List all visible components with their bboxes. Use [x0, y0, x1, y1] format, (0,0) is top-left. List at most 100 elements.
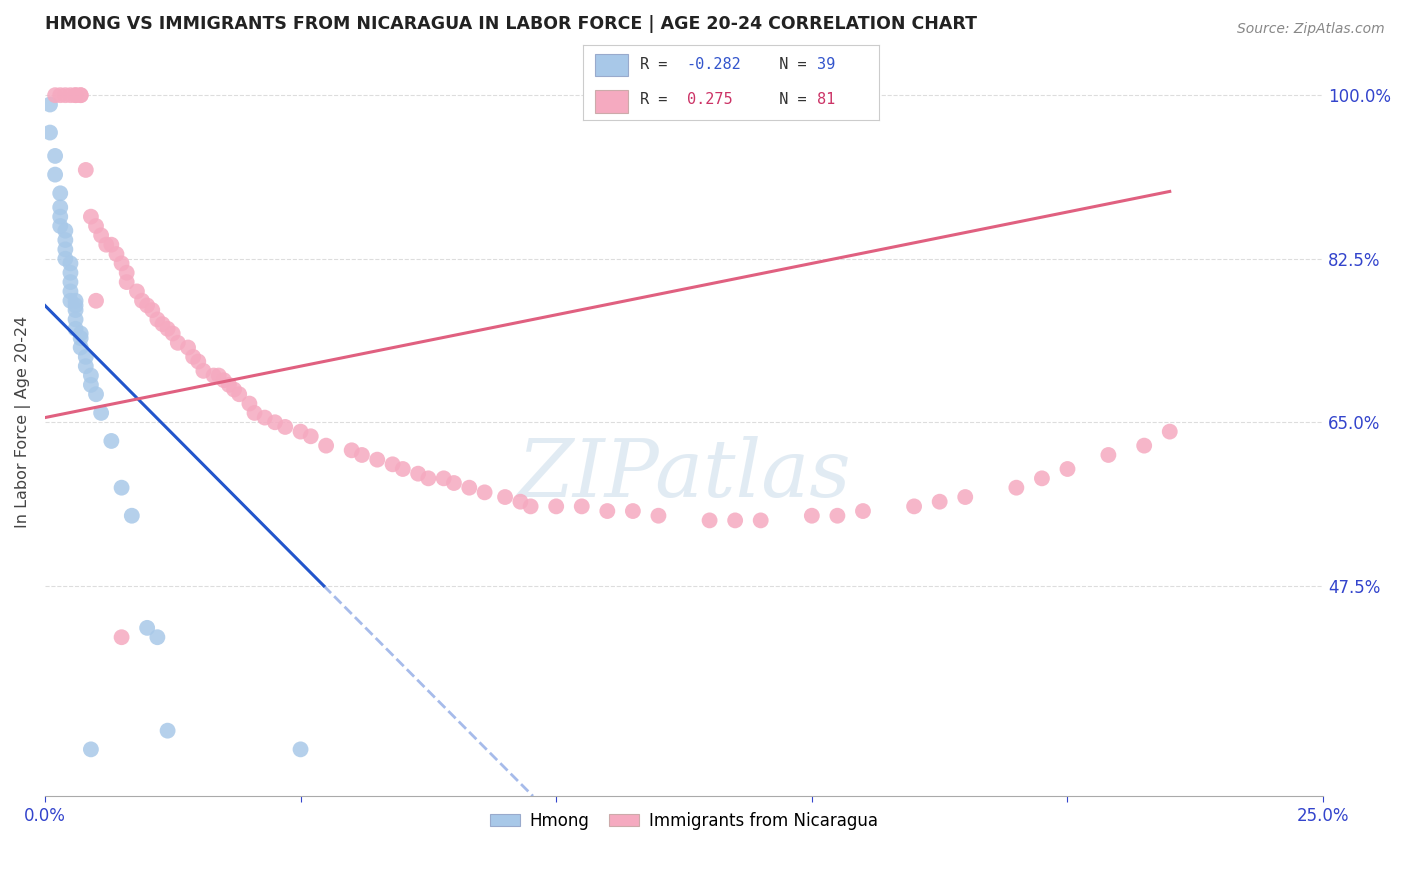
Point	[474, 485, 496, 500]
Point	[903, 500, 925, 514]
Point	[110, 256, 132, 270]
Point	[53, 252, 76, 266]
Text: HMONG VS IMMIGRANTS FROM NICARAGUA IN LABOR FORCE | AGE 20-24 CORRELATION CHART: HMONG VS IMMIGRANTS FROM NICARAGUA IN LA…	[45, 15, 977, 33]
Point	[156, 322, 179, 336]
Point	[181, 350, 204, 364]
Point	[340, 443, 363, 458]
Point	[80, 377, 103, 392]
Point	[366, 452, 388, 467]
Point	[253, 410, 276, 425]
Point	[65, 303, 87, 318]
Point	[218, 377, 240, 392]
Text: R =: R =	[640, 93, 685, 107]
Point	[59, 275, 82, 289]
Point	[44, 88, 66, 103]
Point	[59, 266, 82, 280]
Text: 81: 81	[817, 93, 835, 107]
Point	[75, 163, 97, 178]
Text: N =: N =	[761, 57, 815, 72]
Point	[136, 298, 159, 312]
Point	[75, 359, 97, 374]
Point	[80, 742, 103, 756]
Point	[647, 508, 669, 523]
Point	[177, 341, 200, 355]
Point	[350, 448, 373, 462]
Point	[90, 406, 112, 420]
Point	[69, 331, 91, 345]
Point	[156, 723, 179, 738]
Text: 0.275: 0.275	[688, 93, 733, 107]
Point	[69, 88, 91, 103]
Text: 39: 39	[817, 57, 835, 72]
Y-axis label: In Labor Force | Age 20-24: In Labor Force | Age 20-24	[15, 316, 31, 528]
Point	[212, 373, 235, 387]
Point	[100, 237, 122, 252]
Point	[59, 293, 82, 308]
Point	[494, 490, 516, 504]
Point	[39, 97, 62, 112]
Point	[546, 500, 568, 514]
Point	[1133, 439, 1156, 453]
Point	[406, 467, 429, 481]
Point	[928, 494, 950, 508]
Point	[136, 621, 159, 635]
Legend: Hmong, Immigrants from Nicaragua: Hmong, Immigrants from Nicaragua	[482, 805, 886, 837]
Point	[166, 335, 188, 350]
Point	[44, 168, 66, 182]
Point	[724, 513, 747, 527]
Point	[193, 364, 215, 378]
Point	[121, 508, 143, 523]
Point	[152, 317, 174, 331]
Point	[222, 383, 245, 397]
Point	[274, 420, 297, 434]
Point	[202, 368, 225, 383]
Point	[65, 312, 87, 326]
Bar	[595, 90, 627, 112]
Point	[53, 88, 76, 103]
Text: -0.282: -0.282	[688, 57, 741, 72]
Point	[1159, 425, 1181, 439]
Text: N =: N =	[761, 93, 815, 107]
Point	[69, 341, 91, 355]
Point	[458, 481, 481, 495]
Point	[65, 298, 87, 312]
Text: R =: R =	[640, 57, 676, 72]
Point	[800, 508, 823, 523]
Point	[749, 513, 772, 527]
Point	[69, 326, 91, 341]
Point	[1005, 481, 1028, 495]
Point	[264, 415, 287, 429]
Point	[49, 219, 72, 233]
Point	[53, 233, 76, 247]
Point	[162, 326, 184, 341]
Point	[49, 186, 72, 201]
Point	[955, 490, 977, 504]
Point	[115, 266, 138, 280]
Point	[65, 88, 87, 103]
Point	[299, 429, 322, 443]
Point	[59, 256, 82, 270]
Point	[53, 224, 76, 238]
Point	[228, 387, 250, 401]
Point	[391, 462, 413, 476]
Point	[509, 494, 531, 508]
Text: ZIPatlas: ZIPatlas	[517, 436, 851, 514]
Point	[131, 293, 153, 308]
Point	[110, 630, 132, 644]
Point	[84, 219, 107, 233]
Point	[1031, 471, 1053, 485]
Point	[1097, 448, 1119, 462]
Point	[105, 247, 128, 261]
Point	[125, 285, 148, 299]
Point	[1056, 462, 1078, 476]
Point	[418, 471, 440, 485]
Point	[65, 322, 87, 336]
Point	[96, 237, 118, 252]
Point	[381, 458, 404, 472]
Point	[49, 88, 72, 103]
Point	[315, 439, 337, 453]
Point	[53, 243, 76, 257]
Point	[238, 396, 260, 410]
Point	[433, 471, 456, 485]
Point	[519, 500, 541, 514]
